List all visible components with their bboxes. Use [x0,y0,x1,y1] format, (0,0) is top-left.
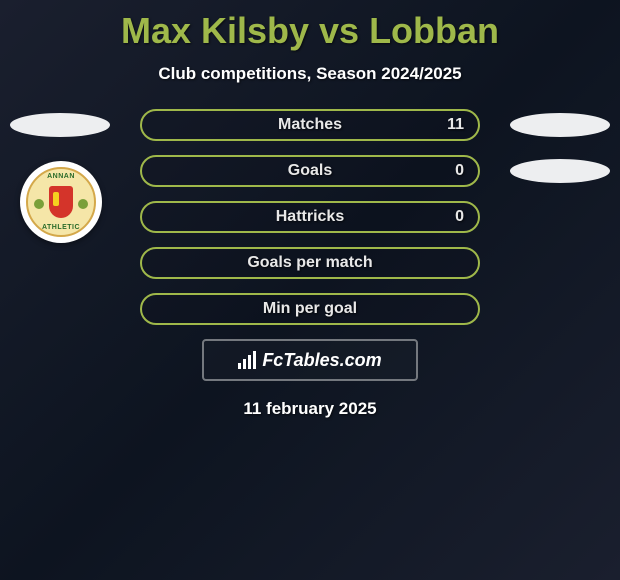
shield-icon [49,186,73,218]
right-value-oval [510,113,610,137]
bar-icon-segment [238,363,241,369]
branding-text: FcTables.com [262,350,381,371]
stat-label: Goals per match [247,254,372,272]
left-value-oval [10,113,110,137]
bar-icon-segment [243,359,246,369]
stats-container: Matches 11 Goals 0 Hattricks 0 Goals per… [0,109,620,325]
stat-pill: Goals per match [140,247,480,279]
stat-value: 0 [455,208,464,226]
stat-pill: Hattricks 0 [140,201,480,233]
thistle-icon [78,199,88,209]
stat-label: Matches [278,116,342,134]
stat-label: Goals [288,162,332,180]
stat-pill: Goals 0 [140,155,480,187]
stat-value: 11 [447,116,464,134]
page-title: Max Kilsby vs Lobban [0,0,620,52]
thistle-icon [34,199,44,209]
right-value-oval [510,159,610,183]
stat-pill: Matches 11 [140,109,480,141]
club-badge-inner: ANNAN ATHLETIC [26,167,96,237]
club-badge-left: ANNAN ATHLETIC [20,161,102,243]
bar-chart-icon [238,351,256,369]
badge-text-top: ANNAN [47,173,75,180]
date-line: 11 february 2025 [0,399,620,419]
bar-icon-segment [253,351,256,369]
badge-text-bottom: ATHLETIC [42,224,80,231]
branding-box: FcTables.com [202,339,418,381]
stat-pill: Min per goal [140,293,480,325]
stat-label: Min per goal [263,300,357,318]
stat-row-mpg: Min per goal [0,293,620,325]
stat-value: 0 [455,162,464,180]
bar-icon-segment [248,355,251,369]
stat-row-matches: Matches 11 [0,109,620,141]
stat-label: Hattricks [276,208,344,226]
subtitle: Club competitions, Season 2024/2025 [0,64,620,84]
stat-row-gpm: Goals per match [0,247,620,279]
